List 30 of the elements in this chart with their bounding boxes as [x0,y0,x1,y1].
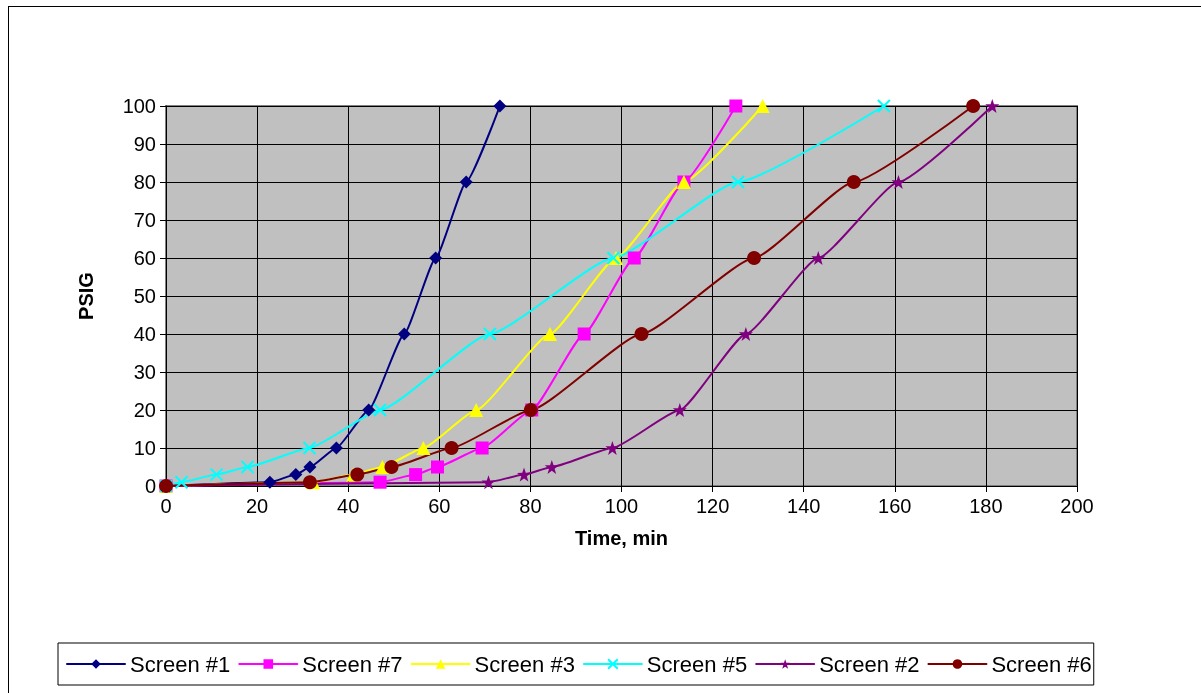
x-tick-label: 80 [519,495,542,517]
y-tick-label: 30 [133,361,156,383]
x-tick-label: 200 [1060,495,1094,517]
y-tick-label: 60 [133,247,156,269]
y-tick-label: 50 [133,285,156,307]
x-tick-label: 60 [428,495,451,517]
legend-label: Screen #5 [646,651,748,677]
x-tick-label: 40 [337,495,360,517]
x-tick-label: 20 [245,495,269,517]
y-tick-label: 80 [133,171,156,193]
x-tick-label: 0 [160,495,172,517]
x-tick-label: 120 [695,495,730,517]
legend-label: Screen #6 [991,651,1092,677]
x-tick-label: 160 [878,495,912,517]
y-axis-title: PSIG [75,272,97,320]
y-tick-label: 70 [133,209,156,231]
legend-label: Screen #7 [302,651,403,677]
y-tick-label: 20 [133,399,156,421]
legend-label: Screen #3 [474,651,575,677]
y-tick-label: 40 [133,323,156,345]
y-tick-label: 100 [122,95,156,117]
legend-label: Screen #2 [819,651,920,677]
y-tick-label: 90 [133,133,156,155]
x-tick-label: 180 [969,495,1003,517]
y-tick-label: 10 [133,437,156,459]
x-tick-label: 140 [787,495,821,517]
x-axis-title: Time, min [575,527,668,549]
legend-label: Screen #1 [130,651,231,677]
y-tick-label: 0 [144,475,156,497]
x-tick-label: 100 [604,495,639,517]
